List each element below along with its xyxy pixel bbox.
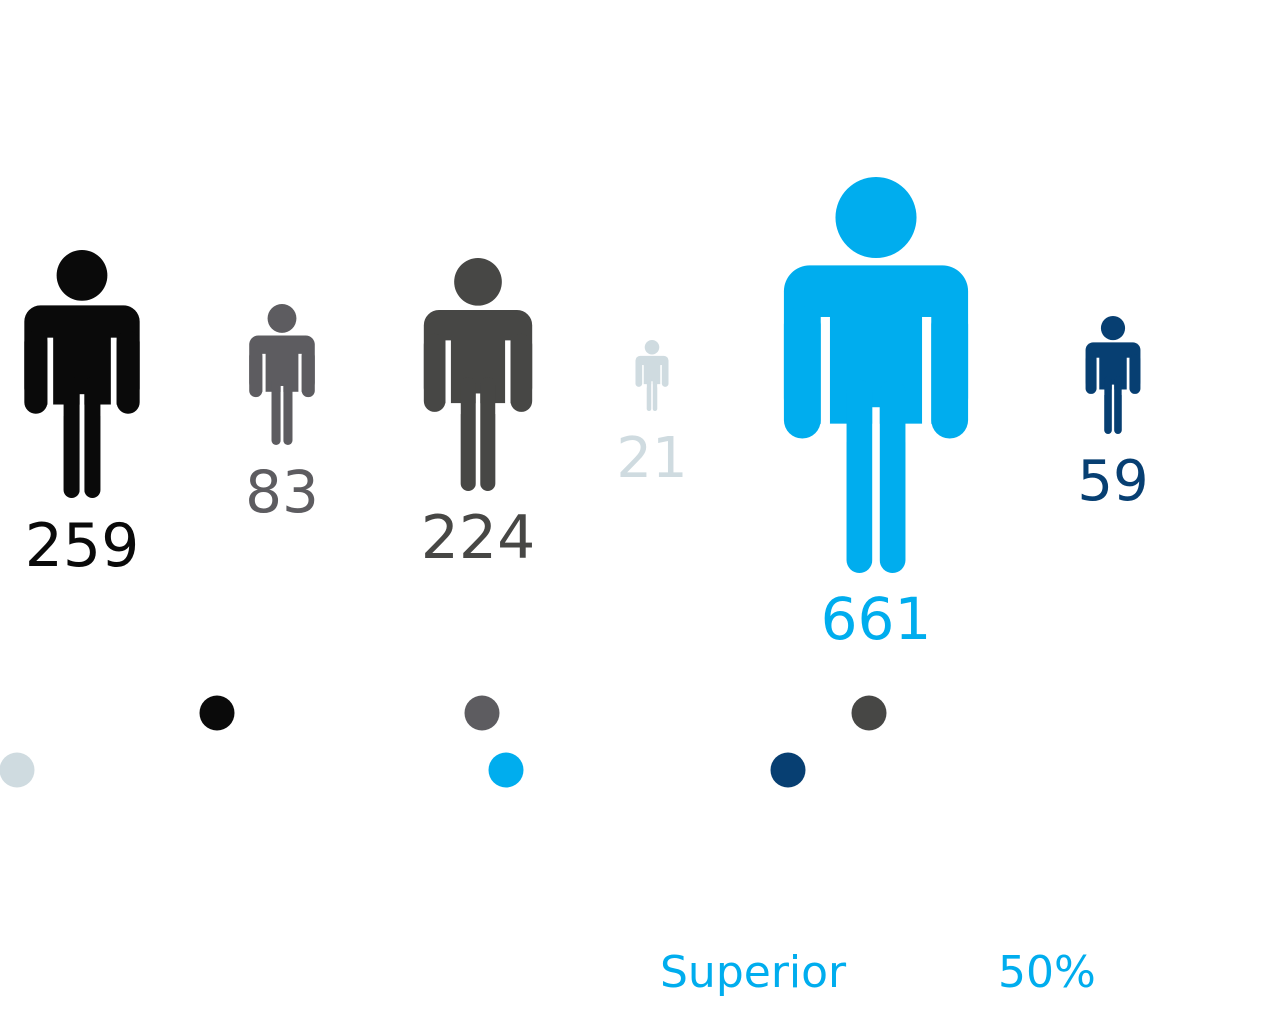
person-icon	[24, 250, 140, 504]
person-icon	[783, 177, 969, 583]
value-label: 259	[25, 511, 140, 581]
person-icon	[249, 304, 315, 449]
figures-group	[24, 177, 1141, 583]
legend-dot	[0, 752, 35, 788]
legend-dot	[199, 695, 235, 731]
footer-value: 50%	[998, 947, 1096, 998]
legend-dot	[770, 752, 806, 788]
legend-dots-group	[0, 695, 887, 788]
legend-dot	[464, 695, 500, 731]
value-label: 83	[245, 458, 319, 526]
person-icon	[635, 340, 669, 413]
footer-label: Superior	[660, 947, 847, 998]
person-icon	[423, 258, 533, 497]
value-labels-group: 259 83 224 21 661 59	[25, 426, 1149, 653]
value-label: 21	[616, 426, 687, 491]
person-icon	[1085, 316, 1141, 437]
value-label: 661	[821, 585, 932, 653]
value-label: 59	[1077, 449, 1148, 514]
legend-dot	[851, 695, 887, 731]
legend-dot	[488, 752, 524, 788]
value-label: 224	[421, 503, 536, 573]
